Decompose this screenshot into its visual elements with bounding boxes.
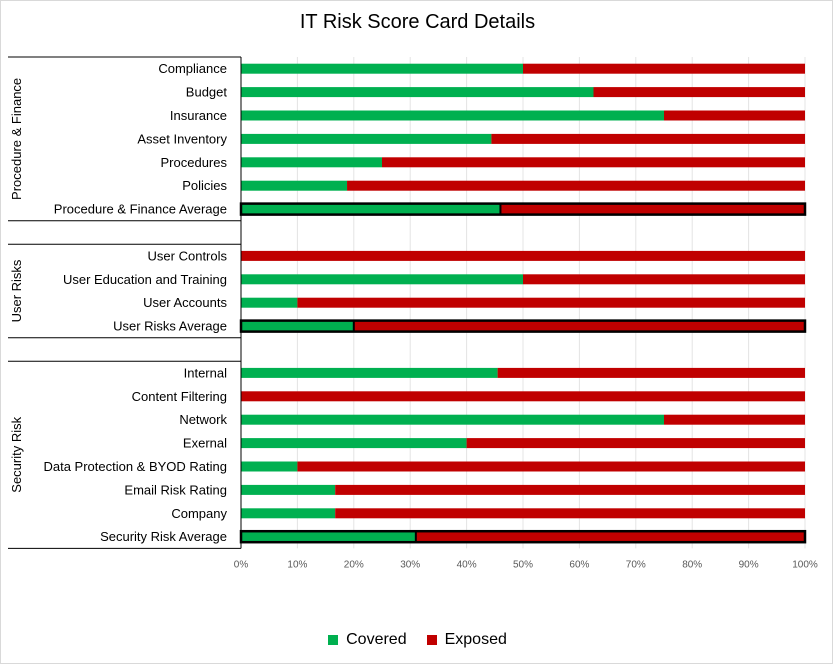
x-tick-label: 10% xyxy=(287,559,307,570)
bar-exposed-email-risk-rating xyxy=(335,484,805,495)
bar-covered-insurance xyxy=(241,110,664,121)
bar-covered-procedures xyxy=(241,157,382,168)
bar-covered-user-risks-average xyxy=(241,320,354,332)
bar-exposed-network xyxy=(664,414,805,425)
bar-exposed-content-filtering xyxy=(241,391,805,402)
bar-covered-exernal xyxy=(241,438,467,449)
bar-exposed-compliance xyxy=(523,63,805,74)
bar-exposed-security-risk-average xyxy=(415,531,805,543)
row-label-budget: Budget xyxy=(186,85,228,100)
row-label-asset-inventory: Asset Inventory xyxy=(137,131,227,146)
row-label-user-education-and-training: User Education and Training xyxy=(63,272,227,287)
x-tick-label: 60% xyxy=(569,559,589,570)
bar-covered-security-risk-average xyxy=(241,531,416,543)
bar-covered-policies xyxy=(241,180,348,191)
group-label-procedure-and-finance: Procedure & Finance xyxy=(9,78,24,200)
bar-exposed-procedures xyxy=(382,157,805,168)
x-tick-label: 80% xyxy=(682,559,702,570)
bar-exposed-internal xyxy=(497,367,805,378)
row-label-user-risks-average: User Risks Average xyxy=(113,319,227,334)
bar-covered-asset-inventory xyxy=(241,133,492,144)
legend-swatch-covered xyxy=(328,635,339,645)
legend-label-covered: Covered xyxy=(346,631,407,648)
legend-item-exposed: Exposed xyxy=(426,631,507,649)
x-tick-label: 30% xyxy=(400,559,420,570)
bar-covered-email-risk-rating xyxy=(241,484,336,495)
bar-covered-company xyxy=(241,508,336,519)
row-label-content-filtering: Content Filtering xyxy=(132,389,227,404)
x-tick-label: 70% xyxy=(626,559,646,570)
row-label-policies: Policies xyxy=(182,178,227,193)
row-label-compliance: Compliance xyxy=(158,61,227,76)
bar-exposed-data-protection-and-byod-rating xyxy=(297,461,805,472)
bar-covered-internal xyxy=(241,367,498,378)
row-label-user-controls: User Controls xyxy=(148,248,228,263)
bar-covered-budget xyxy=(241,87,594,98)
bar-exposed-user-accounts xyxy=(297,297,805,308)
bar-exposed-policies xyxy=(347,180,805,191)
legend: Covered Exposed xyxy=(1,631,833,649)
bar-covered-user-accounts xyxy=(241,297,298,308)
row-label-network: Network xyxy=(179,412,227,427)
row-label-exernal: Exernal xyxy=(183,436,227,451)
row-label-email-risk-rating: Email Risk Rating xyxy=(124,482,227,497)
bar-exposed-user-controls xyxy=(241,250,805,261)
chart-title: IT Risk Score Card Details xyxy=(299,11,536,33)
bar-exposed-company xyxy=(335,508,805,519)
bar-covered-user-education-and-training xyxy=(241,274,523,285)
x-tick-label: 50% xyxy=(513,559,533,570)
bar-covered-data-protection-and-byod-rating xyxy=(241,461,298,472)
bar-covered-network xyxy=(241,414,664,425)
legend-item-covered: Covered xyxy=(328,631,407,649)
row-label-procedures: Procedures xyxy=(161,155,228,170)
bar-exposed-insurance xyxy=(664,110,805,121)
bar-exposed-procedure-and-finance-average xyxy=(500,203,805,215)
x-tick-label: 90% xyxy=(739,559,759,570)
legend-swatch-exposed xyxy=(426,635,437,645)
row-label-company: Company xyxy=(171,506,227,521)
bar-covered-compliance xyxy=(241,63,523,74)
x-tick-label: 20% xyxy=(344,559,364,570)
x-tick-label: 100% xyxy=(792,559,818,570)
row-label-internal: Internal xyxy=(184,365,227,380)
bar-exposed-exernal xyxy=(466,438,805,449)
row-label-insurance: Insurance xyxy=(170,108,227,123)
group-label-security-risk: Security Risk xyxy=(9,416,24,492)
x-tick-label: 40% xyxy=(457,559,477,570)
row-label-data-protection-and-byod-rating: Data Protection & BYOD Rating xyxy=(43,459,227,474)
bar-exposed-user-education-and-training xyxy=(523,274,805,285)
row-label-security-risk-average: Security Risk Average xyxy=(100,529,227,544)
bar-exposed-budget xyxy=(593,87,805,98)
bar-exposed-asset-inventory xyxy=(491,133,805,144)
group-label-user-risks: User Risks xyxy=(9,259,24,322)
x-tick-label: 0% xyxy=(234,559,249,570)
row-label-user-accounts: User Accounts xyxy=(143,295,227,310)
legend-label-exposed: Exposed xyxy=(444,631,507,648)
bar-exposed-user-risks-average xyxy=(353,320,805,332)
bar-covered-procedure-and-finance-average xyxy=(241,203,501,215)
row-label-procedure-and-finance-average: Procedure & Finance Average xyxy=(54,202,227,217)
